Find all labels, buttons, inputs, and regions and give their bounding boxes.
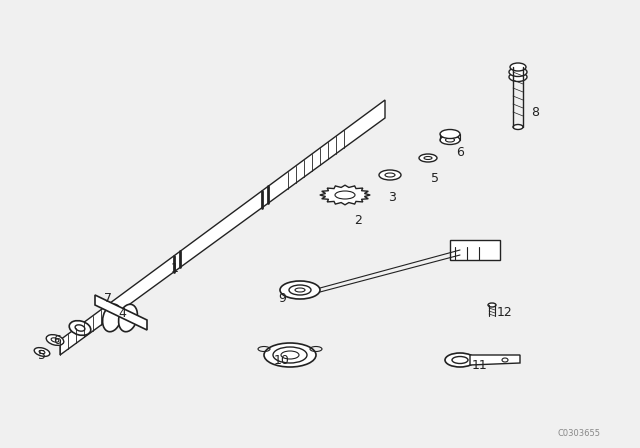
- Text: 9: 9: [278, 292, 286, 305]
- Ellipse shape: [34, 348, 50, 356]
- Text: 8: 8: [531, 105, 539, 119]
- Ellipse shape: [510, 63, 526, 71]
- Ellipse shape: [69, 321, 91, 336]
- Text: 7: 7: [104, 292, 112, 305]
- Text: 3: 3: [388, 190, 396, 203]
- Text: 1: 1: [171, 262, 179, 275]
- Polygon shape: [450, 240, 500, 260]
- Polygon shape: [95, 295, 147, 330]
- Ellipse shape: [46, 335, 64, 345]
- Ellipse shape: [440, 129, 460, 138]
- Text: 12: 12: [497, 306, 513, 319]
- Ellipse shape: [488, 303, 496, 307]
- Polygon shape: [320, 185, 370, 205]
- Text: 11: 11: [472, 358, 488, 371]
- Ellipse shape: [264, 343, 316, 367]
- Ellipse shape: [440, 135, 460, 145]
- Text: 2: 2: [354, 214, 362, 227]
- Ellipse shape: [509, 68, 527, 77]
- Text: 6: 6: [53, 333, 61, 346]
- Ellipse shape: [513, 125, 523, 129]
- Ellipse shape: [419, 154, 437, 162]
- Text: 5: 5: [431, 172, 439, 185]
- Ellipse shape: [280, 281, 320, 299]
- Polygon shape: [60, 100, 385, 355]
- Ellipse shape: [445, 353, 475, 367]
- Polygon shape: [470, 355, 520, 365]
- Ellipse shape: [509, 73, 527, 82]
- Text: 10: 10: [274, 353, 290, 366]
- Ellipse shape: [102, 304, 122, 332]
- Ellipse shape: [379, 170, 401, 180]
- Text: 4: 4: [118, 306, 126, 319]
- Text: 6: 6: [456, 146, 464, 159]
- Ellipse shape: [118, 304, 138, 332]
- Text: C0303655: C0303655: [557, 429, 600, 438]
- Text: 5: 5: [38, 349, 46, 362]
